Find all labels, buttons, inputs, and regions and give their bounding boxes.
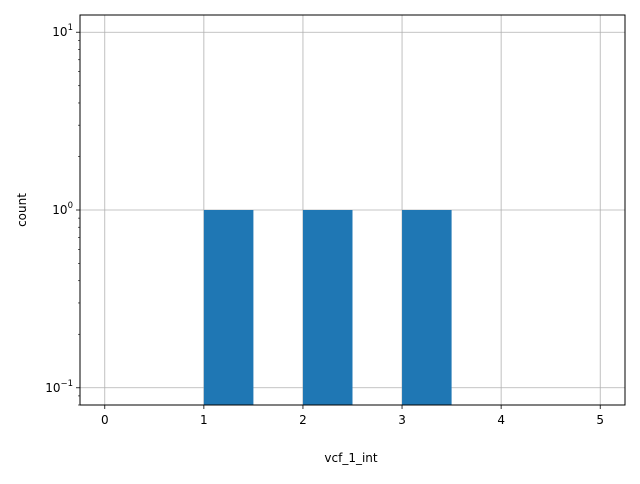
x-axis-ticks: 0 1 2 3 4 5 bbox=[101, 405, 604, 427]
bars bbox=[203, 210, 452, 405]
y-tick-label-exponent: −1 bbox=[60, 379, 73, 389]
y-tick-label-base: 10 bbox=[45, 381, 60, 395]
x-tick-label: 2 bbox=[299, 413, 307, 427]
x-tick-label: 0 bbox=[101, 413, 109, 427]
x-tick-label: 3 bbox=[398, 413, 406, 427]
histogram-bar bbox=[203, 210, 254, 405]
histogram-bar bbox=[302, 210, 353, 405]
y-tick-label: 10−1 bbox=[45, 379, 73, 395]
y-tick-label-base: 10 bbox=[52, 203, 67, 217]
y-tick-label-exponent: 1 bbox=[68, 23, 73, 33]
y-tick-label: 100 bbox=[52, 201, 73, 217]
histogram-bar bbox=[402, 210, 452, 405]
y-tick-label-exponent: 0 bbox=[68, 201, 73, 211]
y-tick-label-base: 10 bbox=[52, 25, 67, 39]
x-tick-label: 5 bbox=[596, 413, 604, 427]
x-tick-label: 4 bbox=[497, 413, 505, 427]
x-tick-label: 1 bbox=[200, 413, 208, 427]
y-axis-label: count bbox=[15, 193, 29, 227]
y-tick-label: 101 bbox=[52, 23, 73, 39]
x-axis-label: vcf_1_int bbox=[324, 451, 377, 465]
